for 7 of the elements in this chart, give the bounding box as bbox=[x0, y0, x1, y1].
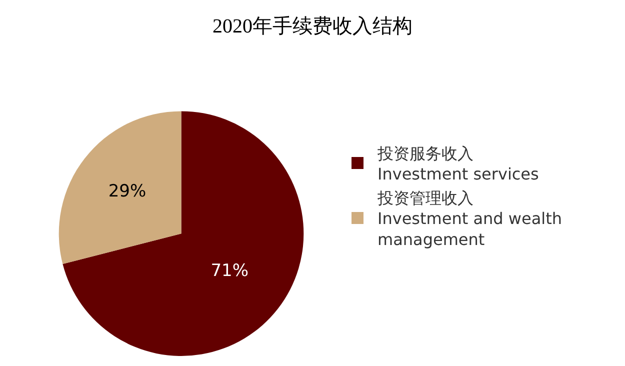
data-label: 29% bbox=[108, 182, 146, 202]
pie-slice bbox=[58, 111, 182, 264]
chart-title: 2020年手续费收入结构 bbox=[212, 15, 412, 38]
legend-label: 投资服务收入 Investment services bbox=[376, 144, 539, 184]
pie-slice bbox=[62, 111, 304, 356]
legend-label: 投资管理收入 Investment and wealth management bbox=[376, 188, 562, 250]
data-label: 71% bbox=[210, 261, 249, 282]
